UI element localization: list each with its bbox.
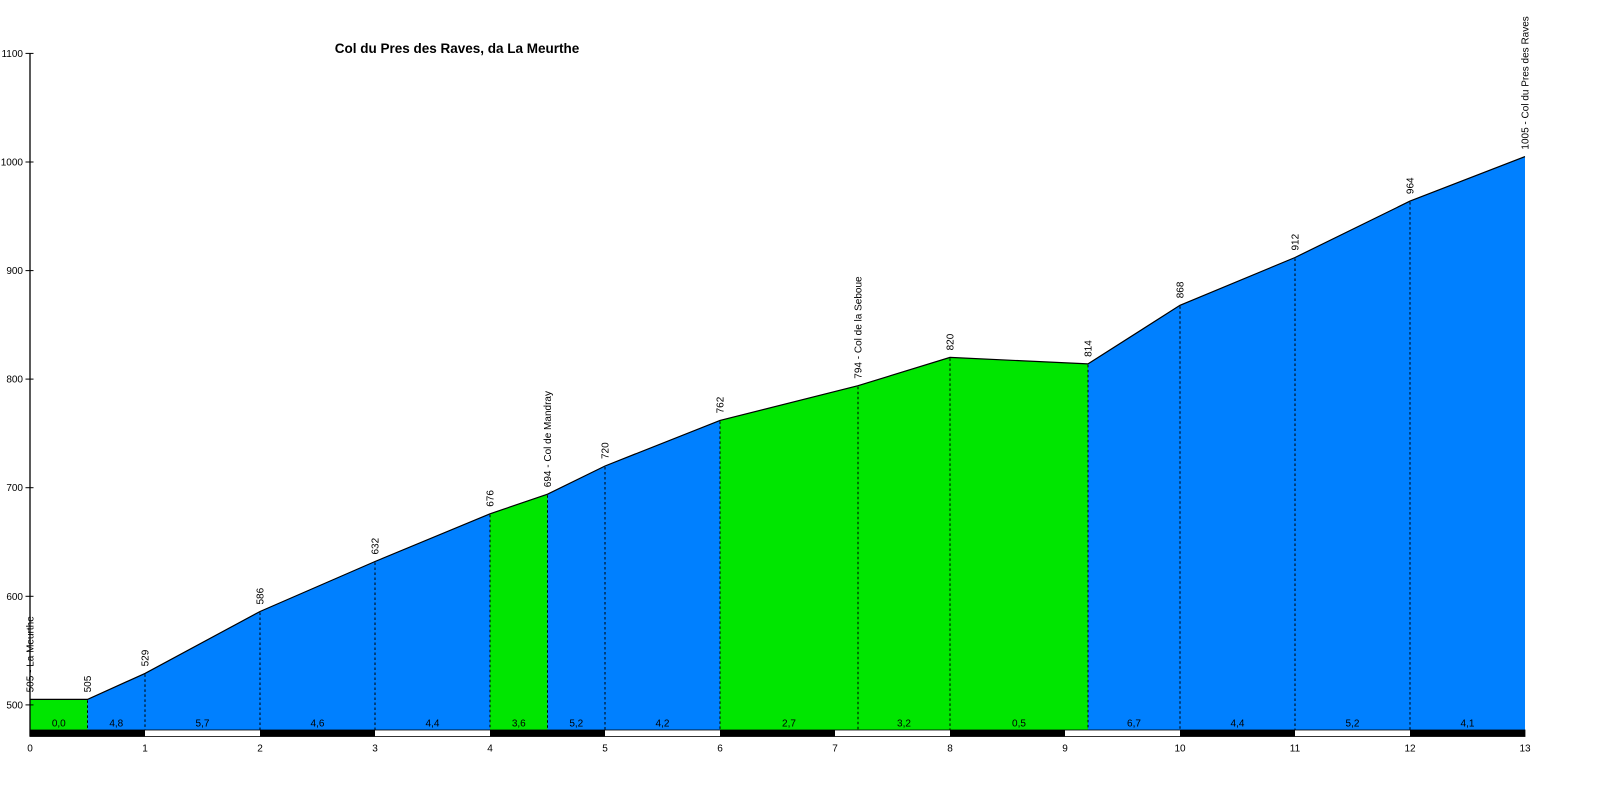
profile-area-segment <box>87 673 145 730</box>
elevation-label: 720 <box>601 442 612 459</box>
x-tick-label: 13 <box>1519 744 1531 755</box>
gradient-label: 2,7 <box>782 719 796 730</box>
x-tick-label: 1 <box>142 744 148 755</box>
km-scale-bar-segment <box>950 730 1065 737</box>
gradient-label: 0,0 <box>52 719 66 730</box>
gradient-label: 4,1 <box>1461 719 1475 730</box>
profile-area-segment <box>490 494 548 730</box>
profile-area-segment <box>950 357 1088 730</box>
profile-area-segment <box>145 611 260 730</box>
gradient-label: 4,2 <box>656 719 670 730</box>
x-tick-label: 0 <box>27 744 33 755</box>
profile-area-segment <box>605 420 720 730</box>
profile-area-segment <box>260 561 375 730</box>
y-tick-label: 700 <box>6 483 23 494</box>
elevation-label: 794 - Col de la Seboue <box>854 276 865 379</box>
elevation-label: 814 <box>1084 340 1095 357</box>
x-tick-label: 7 <box>832 744 838 755</box>
profile-area-segment <box>720 385 858 730</box>
km-scale-bar-segment <box>720 730 835 737</box>
x-tick-label: 8 <box>947 744 953 755</box>
profile-area-segment <box>1180 257 1295 730</box>
x-tick-label: 12 <box>1404 744 1416 755</box>
profile-area-segment <box>375 513 490 730</box>
x-tick-label: 3 <box>372 744 378 755</box>
elevation-label: 964 <box>1406 177 1417 194</box>
profile-area-segment <box>30 699 88 730</box>
km-scale-bar-segment <box>260 730 375 737</box>
elevation-label: 586 <box>256 587 267 604</box>
gradient-label: 5,2 <box>1346 719 1360 730</box>
elevation-label: 694 - Col de Mandray <box>543 391 554 487</box>
x-tick-label: 6 <box>717 744 723 755</box>
elevation-label: 529 <box>141 649 152 666</box>
x-tick-label: 2 <box>257 744 263 755</box>
gradient-label: 6,7 <box>1127 719 1141 730</box>
profile-area-segment <box>858 357 950 730</box>
chart-title: Col du Pres des Raves, da La Meurthe <box>335 41 580 56</box>
gradient-label: 3,2 <box>897 719 911 730</box>
y-tick-label: 900 <box>6 266 23 277</box>
x-tick-label: 9 <box>1062 744 1068 755</box>
elevation-label: 820 <box>946 333 957 350</box>
gradient-label: 4,4 <box>1231 719 1245 730</box>
y-tick-label: 600 <box>6 592 23 603</box>
x-tick-label: 11 <box>1290 744 1301 755</box>
profile-area-segment <box>1295 201 1410 731</box>
gradient-label: 5,7 <box>196 719 210 730</box>
profile-area-segment <box>1088 305 1180 730</box>
gradient-label: 3,6 <box>512 719 526 730</box>
elevation-label: 505 <box>83 675 94 692</box>
elevation-label: 1005 - Col du Pres des Raves <box>1521 16 1532 149</box>
gradient-label: 4,8 <box>109 719 123 730</box>
y-tick-label: 1100 <box>1 49 23 60</box>
gradient-label: 4,6 <box>311 719 325 730</box>
gradient-label: 0,5 <box>1012 719 1026 730</box>
km-scale-bar-segment <box>30 730 145 737</box>
km-scale-bar-segment <box>1410 730 1525 737</box>
elevation-label: 676 <box>486 490 497 507</box>
x-tick-label: 4 <box>487 744 493 755</box>
profile-outline <box>30 156 1526 701</box>
y-tick-label: 500 <box>6 700 23 711</box>
elevation-label: 505 - La Meurthe <box>26 616 37 693</box>
km-scale-bar-segment <box>490 730 605 737</box>
y-tick-label: 1000 <box>1 158 24 169</box>
gradient-label: 4,4 <box>426 719 440 730</box>
elevation-label: 762 <box>716 396 727 413</box>
profile-area-segment <box>547 466 605 730</box>
profile-area-segment <box>1410 156 1525 731</box>
y-tick-label: 800 <box>6 375 23 386</box>
elevation-label: 632 <box>371 537 382 554</box>
elevation-label: 912 <box>1291 233 1302 250</box>
elevation-label: 868 <box>1176 281 1187 298</box>
gradient-label: 5,2 <box>569 719 583 730</box>
x-tick-label: 10 <box>1174 744 1186 755</box>
km-scale-bar-segment <box>1180 730 1295 737</box>
x-tick-label: 5 <box>602 744 608 755</box>
